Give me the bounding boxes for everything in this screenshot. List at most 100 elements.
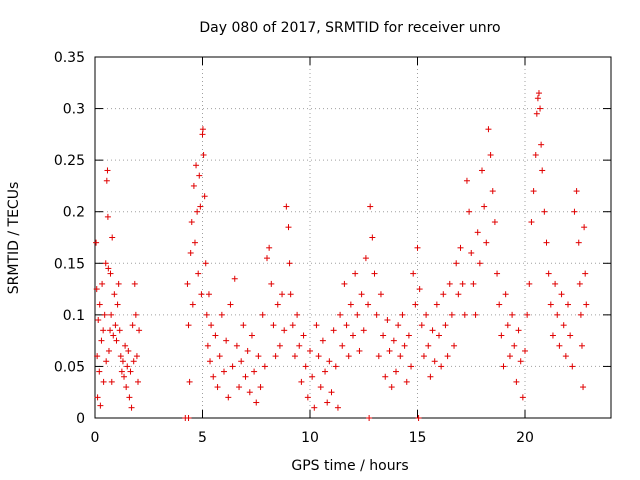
data-point xyxy=(129,322,136,329)
data-point xyxy=(304,394,311,401)
data-point xyxy=(533,110,540,117)
data-point xyxy=(98,337,105,344)
data-point xyxy=(105,347,112,354)
data-point xyxy=(317,384,324,391)
data-point xyxy=(107,270,114,277)
data-point xyxy=(444,353,451,360)
data-point xyxy=(315,353,322,360)
data-point xyxy=(575,239,582,246)
data-point xyxy=(543,239,550,246)
data-point xyxy=(313,322,320,329)
data-point xyxy=(111,291,118,298)
data-point xyxy=(97,402,104,409)
data-point xyxy=(538,141,545,148)
data-point xyxy=(341,280,348,287)
data-point xyxy=(281,327,288,334)
data-point xyxy=(388,384,395,391)
data-point xyxy=(412,301,419,308)
data-point xyxy=(126,394,133,401)
data-point xyxy=(330,327,337,334)
y-tick-label: 0.15 xyxy=(54,256,85,272)
y-tick-label: 0.2 xyxy=(63,205,85,221)
data-point xyxy=(468,249,475,256)
data-point xyxy=(108,378,115,385)
data-point xyxy=(324,399,331,406)
data-point xyxy=(238,358,245,365)
data-point xyxy=(133,353,140,360)
data-point xyxy=(365,301,372,308)
data-point xyxy=(560,322,567,329)
data-point xyxy=(186,378,193,385)
data-point xyxy=(225,394,232,401)
data-point xyxy=(448,311,455,318)
data-point xyxy=(343,322,350,329)
data-point xyxy=(199,126,206,133)
data-point xyxy=(191,239,198,246)
data-point xyxy=(95,317,102,324)
data-point xyxy=(302,363,309,370)
data-point xyxy=(366,415,373,421)
data-point xyxy=(517,358,524,365)
data-point xyxy=(573,188,580,195)
x-tick-label: 20 xyxy=(516,430,534,446)
data-point xyxy=(487,151,494,158)
data-point xyxy=(416,286,423,293)
data-point xyxy=(124,363,131,370)
data-point xyxy=(135,378,141,385)
data-point xyxy=(565,301,571,308)
y-tick-label: 0.05 xyxy=(54,359,85,375)
data-point xyxy=(369,234,376,241)
data-point xyxy=(425,342,432,349)
data-point xyxy=(298,378,305,385)
data-points xyxy=(93,90,590,421)
data-point xyxy=(463,177,470,184)
data-point xyxy=(476,260,483,267)
data-point xyxy=(96,301,103,308)
data-point xyxy=(119,358,126,365)
data-point xyxy=(334,404,341,411)
data-point xyxy=(395,322,402,329)
data-point xyxy=(431,358,438,365)
data-point xyxy=(100,378,107,385)
data-point xyxy=(530,188,537,195)
data-point xyxy=(204,342,211,349)
data-point xyxy=(367,203,374,210)
data-point xyxy=(296,342,303,349)
data-point xyxy=(558,291,565,298)
data-point xyxy=(116,327,123,334)
data-point xyxy=(279,291,286,298)
data-point xyxy=(218,311,225,318)
data-point xyxy=(403,378,410,385)
data-point xyxy=(380,332,387,339)
data-point xyxy=(581,224,588,231)
data-point xyxy=(528,219,535,226)
data-point xyxy=(405,332,412,339)
data-point xyxy=(300,332,307,339)
data-point xyxy=(244,347,251,354)
data-point xyxy=(286,260,293,267)
data-point xyxy=(429,327,436,334)
data-point xyxy=(362,255,369,262)
data-point xyxy=(479,167,485,174)
data-point xyxy=(390,337,397,344)
data-point xyxy=(567,332,574,339)
data-point xyxy=(427,373,434,380)
data-point xyxy=(552,280,559,287)
data-point xyxy=(519,394,526,401)
data-point xyxy=(583,301,590,308)
data-point xyxy=(266,244,273,251)
data-point xyxy=(526,280,533,287)
data-point xyxy=(578,342,585,349)
data-point xyxy=(377,291,384,298)
data-point xyxy=(554,311,561,318)
data-point xyxy=(251,368,258,375)
data-point xyxy=(114,301,121,308)
data-point xyxy=(326,358,333,365)
grid xyxy=(95,57,611,418)
data-point xyxy=(489,188,496,195)
data-point xyxy=(485,126,492,133)
data-point xyxy=(352,270,359,277)
data-point xyxy=(393,368,399,375)
data-point xyxy=(200,151,207,158)
data-point xyxy=(509,311,516,318)
